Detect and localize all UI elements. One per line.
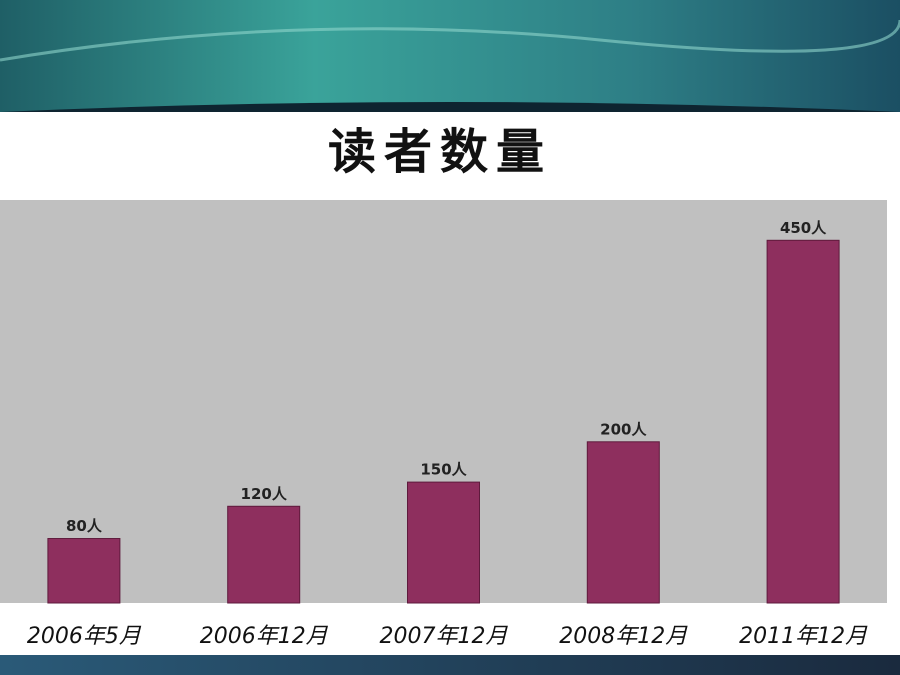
value-label: 120人 xyxy=(241,485,288,503)
banner-swoosh xyxy=(0,19,900,62)
bar xyxy=(586,441,660,604)
x-tick-label: 2008年12月 xyxy=(559,624,688,649)
x-tick-label: 2006年5月 xyxy=(27,624,142,649)
chart-title: 读者数量 xyxy=(328,124,552,180)
x-tick-label: 2011年12月 xyxy=(739,624,868,649)
top-banner xyxy=(0,0,900,112)
value-label: 150人 xyxy=(420,461,467,479)
x-tick-label: 2006年12月 xyxy=(200,624,329,649)
bar xyxy=(47,538,121,604)
value-label: 200人 xyxy=(600,420,647,438)
value-label: 450人 xyxy=(780,219,827,237)
bar xyxy=(766,239,840,604)
x-tick-label: 2007年12月 xyxy=(380,624,509,649)
banner-edge xyxy=(0,102,900,112)
bar xyxy=(227,505,301,604)
bar xyxy=(407,481,480,604)
bottom-banner xyxy=(0,655,900,675)
value-label: 80人 xyxy=(66,517,103,535)
